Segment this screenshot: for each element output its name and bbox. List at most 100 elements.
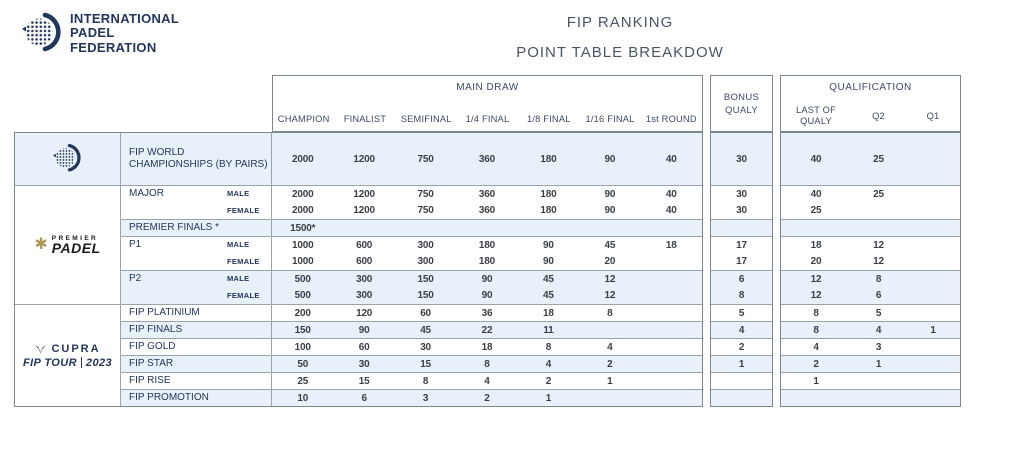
- points-cell: 1000: [291, 256, 314, 267]
- points-cell: 45: [543, 290, 554, 301]
- points-cell: 11: [543, 324, 554, 336]
- points-cell: 4: [484, 375, 490, 387]
- points-cell: 12: [604, 290, 616, 301]
- points-cell: 2000: [291, 153, 314, 165]
- bonus-points-cell: 1: [738, 358, 745, 370]
- bonus-points-cell: [711, 220, 772, 236]
- qual-points-cell: [906, 237, 960, 253]
- qual-points-cell: 8: [813, 324, 819, 336]
- points-cell: [579, 220, 640, 236]
- bonus-qualy-header: BONUS QUALY: [710, 75, 773, 132]
- event-name-cell: FIP GOLD: [121, 339, 272, 355]
- points-cell: 12: [604, 273, 616, 285]
- points-cell: 1000: [291, 239, 314, 251]
- event-name-cell: FEMALE: [121, 253, 272, 270]
- points-cell: 40: [665, 205, 677, 216]
- column-header: Q2: [851, 111, 906, 121]
- qual-points-cell: [906, 356, 960, 372]
- cupra-label: CUPRA: [51, 342, 101, 355]
- premier-padel-logo-text: PREMIER PADEL: [52, 235, 101, 255]
- cupra-logo-text: CUPRA: [34, 343, 100, 355]
- points-cell: 8: [422, 375, 429, 387]
- event-name-label: FIP GOLD: [129, 341, 176, 352]
- points-cell: 30: [358, 358, 370, 370]
- event-name-label: P2: [129, 273, 142, 284]
- column-header: Q1: [906, 111, 960, 121]
- table-row: 12 8: [781, 270, 960, 287]
- ipf-racket-icon: [22, 8, 64, 59]
- bonus-points-cell: 17: [736, 239, 747, 251]
- points-cell: 45: [420, 324, 431, 336]
- gender-label: MALE: [227, 274, 250, 283]
- points-cell: 500: [294, 273, 311, 285]
- table-row: [711, 372, 772, 389]
- fip-racket-icon: [52, 140, 83, 179]
- qual-points-cell: 2: [813, 358, 819, 370]
- points-cell: 500: [294, 290, 311, 301]
- points-cell: 750: [417, 205, 434, 216]
- points-cell: 360: [478, 188, 496, 200]
- points-cell: 40: [665, 153, 677, 165]
- points-cell: [641, 390, 702, 406]
- points-cell: 15: [420, 358, 431, 370]
- points-cell: 90: [481, 273, 493, 285]
- table-row: 8: [711, 287, 772, 304]
- qual-points-cell: 18: [810, 239, 822, 251]
- event-name-cell: FIP STAR: [121, 356, 272, 372]
- bonus-points-table: 30 30 30 17 17 6 8 5 4 2 1: [710, 132, 773, 407]
- table-row: 30: [711, 133, 772, 185]
- table-row: 2: [711, 338, 772, 355]
- event-name-cell: P1 MALE: [121, 237, 272, 253]
- points-cell: 30: [420, 341, 431, 353]
- qual-points-cell: [851, 390, 906, 406]
- fip-tour-label: FIP TOUR: [22, 356, 77, 369]
- points-cell: 15: [358, 375, 370, 387]
- points-cell: [641, 271, 702, 287]
- qual-points-cell: 4: [813, 341, 819, 353]
- qual-points-cell: [781, 390, 851, 406]
- points-cell: 1200: [353, 188, 375, 200]
- bonus-points-cell: [711, 390, 772, 406]
- premier-padel-logo: ✱ PREMIER PADEL: [15, 185, 120, 304]
- points-cell: 18: [543, 307, 554, 319]
- points-cell: 90: [358, 324, 370, 336]
- points-cell: 8: [484, 358, 490, 370]
- tour-logo-column: ✱ PREMIER PADEL CUPRA FIP TOUR 2023: [15, 133, 121, 406]
- table-row: FEMALE 2000 1200 750 360 180 90 40: [121, 202, 702, 219]
- event-name-label: FIP PROMOTION: [129, 392, 209, 403]
- points-cell: 600: [356, 239, 373, 251]
- premier-label: PREMIER: [51, 235, 99, 242]
- main-draw-group-label: MAIN DRAW: [456, 82, 519, 93]
- table-row: 40 25: [781, 185, 960, 202]
- event-name-cell: FIP RISE: [121, 373, 272, 389]
- points-cell: 4: [607, 341, 613, 353]
- points-cell: 20: [604, 256, 616, 267]
- bonus-qualy-label: BONUS QUALY: [723, 91, 760, 116]
- event-name-cell: PREMIER FINALS *: [121, 220, 272, 236]
- points-cell: 45: [543, 273, 554, 285]
- points-cell: [641, 356, 702, 372]
- table-row: 17: [711, 236, 772, 253]
- event-name-label: MAJOR: [129, 188, 164, 199]
- qual-points-cell: [906, 186, 960, 202]
- qual-points-cell: [906, 133, 960, 185]
- qual-points-cell: [906, 390, 960, 406]
- qual-points-cell: 40: [810, 153, 822, 165]
- qual-points-cell: 1: [930, 324, 936, 336]
- bonus-points-cell: 2: [738, 341, 745, 353]
- points-cell: 750: [417, 188, 434, 200]
- column-header-text: LAST OF QUALY: [796, 105, 836, 126]
- event-name-label: FIP STAR: [129, 358, 174, 369]
- points-cell: 120: [356, 307, 373, 319]
- brand-line: FEDERATION: [70, 39, 157, 55]
- gender-label: FEMALE: [227, 290, 260, 300]
- points-cell: [641, 322, 702, 338]
- page-title: FIP RANKING POINT TABLE BREAKDOW: [395, 14, 845, 61]
- points-cell: 300: [356, 273, 373, 285]
- table-row: FEMALE 1000 600 300 180 90 20: [121, 253, 702, 270]
- table-row: [711, 389, 772, 406]
- table-row: FIP RISE 25 15 8 4 2 1: [121, 372, 702, 389]
- event-name-label: P1: [129, 239, 142, 250]
- qual-points-cell: 8: [813, 307, 819, 319]
